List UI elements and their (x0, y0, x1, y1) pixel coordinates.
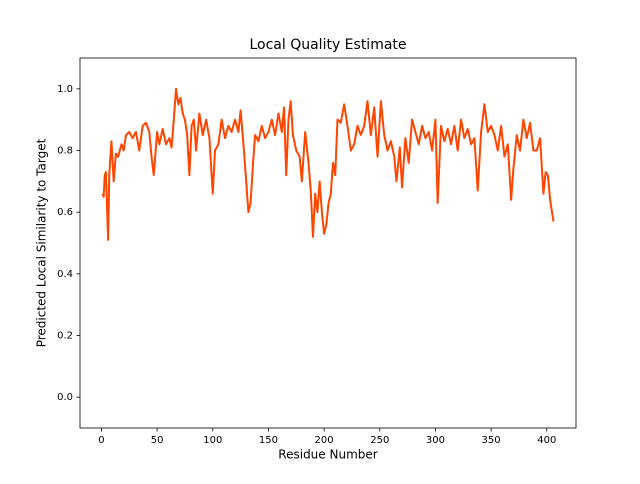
y-tick-label: 0.4 (57, 269, 73, 280)
x-tick-label: 250 (370, 435, 389, 446)
x-tick-label: 0 (98, 435, 104, 446)
x-tick-label: 350 (482, 435, 501, 446)
y-tick-label: 1.0 (57, 84, 73, 95)
x-tick-label: 100 (203, 435, 222, 446)
x-tick-label: 50 (151, 435, 164, 446)
x-tick-label: 400 (537, 435, 556, 446)
y-axis-label: Predicted Local Similarity to Target (35, 138, 49, 347)
x-tick-label: 200 (315, 435, 334, 446)
y-tick-label: 0.8 (57, 146, 73, 157)
chart-title: Local Quality Estimate (249, 37, 406, 53)
x-tick-label: 150 (259, 435, 278, 446)
x-axis-label: Residue Number (278, 448, 377, 462)
y-tick-label: 0.2 (57, 331, 73, 342)
data-line (101, 87, 555, 241)
y-tick-label: 0.6 (57, 207, 73, 218)
plot-frame (79, 57, 577, 429)
x-tick-label: 300 (426, 435, 445, 446)
y-tick-label: 0.0 (57, 392, 73, 403)
